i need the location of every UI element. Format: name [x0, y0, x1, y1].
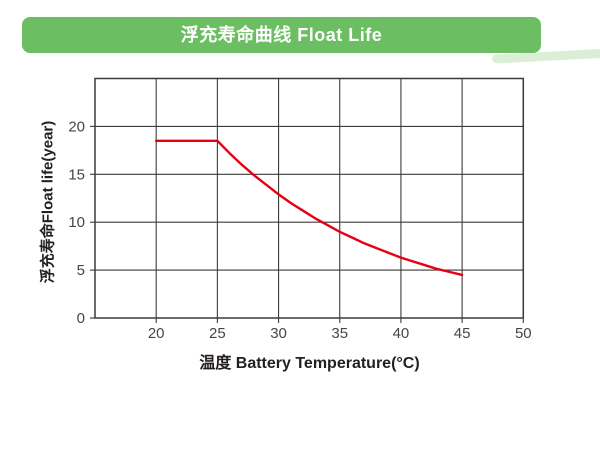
x-tick-label: 35 — [331, 325, 348, 342]
y-tick-label: 0 — [77, 310, 85, 327]
x-tick-label: 40 — [393, 325, 410, 342]
x-tick-label: 25 — [209, 325, 226, 342]
title-bar: 浮充寿命曲线 Float Life — [22, 17, 541, 53]
x-tick-label: 50 — [515, 325, 532, 342]
x-tick-label: 30 — [270, 325, 287, 342]
float-life-curve — [154, 139, 464, 277]
x-axis-title: 温度 Battery Temperature(°C) — [199, 355, 420, 372]
x-tick-label: 20 — [148, 325, 165, 342]
page-title: 浮充寿命曲线 Float Life — [180, 25, 383, 45]
plot-border — [94, 77, 525, 319]
y-axis-title: 浮充寿命Float life(year) — [39, 120, 57, 284]
y-tick-label: 10 — [68, 214, 85, 231]
y-tick-label: 5 — [77, 262, 85, 279]
x-tick-label: 45 — [454, 325, 471, 342]
y-tick-label: 20 — [68, 118, 85, 135]
y-tick-label: 15 — [68, 166, 85, 183]
